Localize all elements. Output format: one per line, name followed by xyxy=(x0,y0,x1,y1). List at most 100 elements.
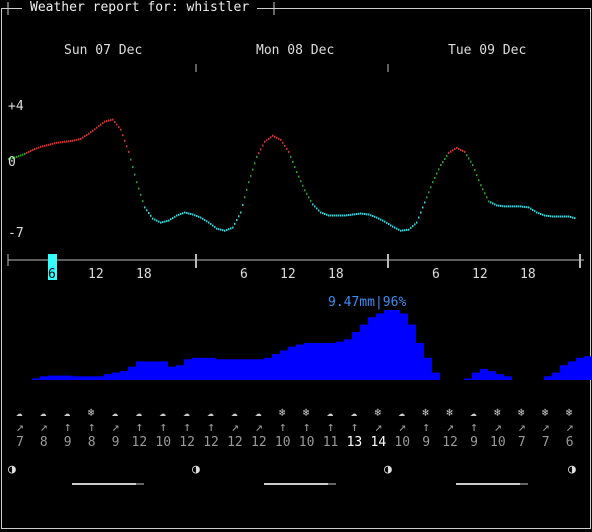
temp-point xyxy=(502,205,504,208)
temp-point xyxy=(22,153,24,156)
temp-point xyxy=(256,155,258,158)
temp-point xyxy=(470,160,472,163)
temp-point xyxy=(444,158,446,160)
precip-bar xyxy=(152,361,160,380)
temp-point xyxy=(428,191,430,194)
wind-direction-icon: ↑ xyxy=(135,420,144,435)
temp-point xyxy=(130,158,132,161)
temp-point xyxy=(562,215,564,218)
temp-point xyxy=(392,225,394,228)
temp-point xyxy=(244,196,246,199)
temp-point xyxy=(400,229,402,232)
temp-point xyxy=(152,217,154,220)
snowflake-icon: ❄ xyxy=(565,406,573,419)
temp-point xyxy=(136,181,138,184)
temp-point xyxy=(202,217,204,220)
temp-point xyxy=(224,229,226,232)
wind-direction-icon: ↗ xyxy=(494,420,502,435)
temp-point xyxy=(270,136,272,139)
temp-point xyxy=(10,157,12,160)
temp-point xyxy=(548,215,550,217)
wind-direction-icon: ↗ xyxy=(255,420,263,435)
precip-bar xyxy=(128,366,136,380)
precip-bar xyxy=(264,357,272,380)
wind-speed: 10 xyxy=(298,435,315,450)
temp-point xyxy=(546,214,548,217)
temp-point xyxy=(12,157,14,159)
temp-point xyxy=(468,157,470,160)
temp-point xyxy=(384,220,386,223)
precip-bar xyxy=(48,375,56,380)
temp-point xyxy=(372,215,374,217)
temp-point xyxy=(60,141,62,144)
wind-speed: 9 xyxy=(422,435,431,450)
precip-bar xyxy=(272,354,280,380)
wind-speed: 12 xyxy=(227,435,243,450)
temp-point xyxy=(72,139,74,142)
temp-point xyxy=(192,213,194,216)
temp-point xyxy=(466,154,468,157)
precip-bar xyxy=(584,356,592,380)
temp-point xyxy=(162,221,164,224)
temp-point xyxy=(262,144,264,147)
temp-point xyxy=(208,221,210,224)
temp-point xyxy=(58,141,60,144)
temp-point xyxy=(40,145,42,148)
hour-label: 6 xyxy=(240,267,248,282)
cloud-snow-icon: ☁ xyxy=(135,406,143,419)
temp-point xyxy=(100,123,102,126)
wind-direction-icon: ↗ xyxy=(16,420,24,435)
temp-point xyxy=(440,164,442,166)
precip-bar xyxy=(488,371,496,380)
cursor-hour-label: 6 xyxy=(48,267,56,282)
temp-point xyxy=(94,128,96,131)
temp-point xyxy=(410,226,412,229)
temp-point xyxy=(26,151,28,154)
temp-point xyxy=(306,192,308,195)
temp-point xyxy=(438,168,440,171)
wind-direction-icon: ↗ xyxy=(231,420,239,435)
temp-point xyxy=(48,143,50,146)
wind-speed: 10 xyxy=(155,435,172,450)
wind-speed: 12 xyxy=(442,435,458,450)
temp-point xyxy=(408,228,410,231)
temp-point xyxy=(64,140,66,143)
temp-point xyxy=(206,220,208,223)
cloud-snow-icon: ☁ xyxy=(350,406,358,419)
wind-speed: 12 xyxy=(203,435,219,450)
temp-point xyxy=(122,134,124,137)
temp-point xyxy=(168,219,170,222)
wind-direction-icon: ↗ xyxy=(111,420,120,435)
temp-point xyxy=(490,201,492,204)
temp-point xyxy=(222,229,224,232)
temp-point xyxy=(508,205,510,208)
temp-point xyxy=(160,221,162,224)
temp-point xyxy=(450,150,452,153)
day-label: Mon 08 Dec xyxy=(256,43,335,58)
temp-point xyxy=(360,212,362,215)
temp-point xyxy=(402,229,404,232)
wind-speed: 11 xyxy=(322,435,339,450)
temp-point xyxy=(260,148,262,151)
temp-point xyxy=(226,228,228,231)
temp-point xyxy=(520,205,522,208)
temp-point xyxy=(240,211,242,214)
temp-point xyxy=(376,216,378,219)
temp-point xyxy=(110,119,112,122)
temp-point xyxy=(108,119,110,122)
wind-direction-icon: ↑ xyxy=(87,420,96,435)
temp-point xyxy=(454,148,456,151)
temp-point xyxy=(436,172,438,175)
precip-bar xyxy=(320,343,328,380)
temp-point xyxy=(324,213,326,215)
temp-point xyxy=(308,196,310,199)
temp-point xyxy=(154,218,156,221)
snowflake-icon: ❄ xyxy=(422,406,429,419)
time-cursor[interactable] xyxy=(48,254,57,280)
temp-point xyxy=(314,205,316,208)
wind-speed: 6 xyxy=(565,435,574,450)
temp-point xyxy=(114,121,116,124)
wind-speed: 7 xyxy=(16,435,24,450)
temp-point xyxy=(516,205,518,208)
wind-direction-icon: ↑ xyxy=(278,420,287,435)
